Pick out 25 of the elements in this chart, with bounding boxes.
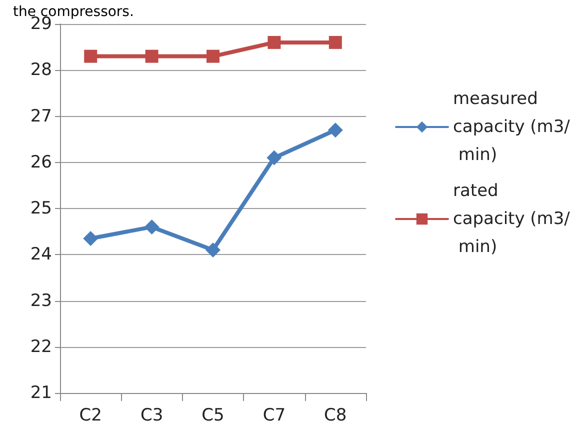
y-tick-label: 28	[30, 60, 52, 80]
point	[266, 150, 282, 166]
x-tick-label: C5	[202, 406, 224, 426]
point	[206, 50, 220, 63]
point	[328, 36, 342, 49]
x-tick-label: C2	[79, 406, 102, 426]
point	[268, 36, 281, 49]
y-tick-label: 25	[30, 198, 52, 218]
legend-label: rated capacity (m3/ min)	[453, 181, 570, 257]
y-tick-label: 23	[30, 290, 52, 311]
x-tick-label: C7	[262, 406, 286, 426]
y-tick-label: 26	[30, 152, 52, 172]
y-tick-label: 21	[30, 383, 52, 403]
point	[206, 242, 220, 258]
x-tick-label: C8	[324, 406, 347, 426]
x-tick-label: C3	[140, 406, 164, 426]
y-tick-label: 24	[30, 244, 52, 265]
point	[83, 230, 98, 246]
point	[145, 50, 158, 63]
y-tick-label: 27	[30, 106, 52, 126]
y-tick-label: 22	[30, 336, 52, 357]
point	[328, 122, 343, 138]
legend-label: measured capacity (m3/ min)	[453, 89, 570, 165]
point	[84, 50, 98, 63]
point	[144, 219, 160, 234]
